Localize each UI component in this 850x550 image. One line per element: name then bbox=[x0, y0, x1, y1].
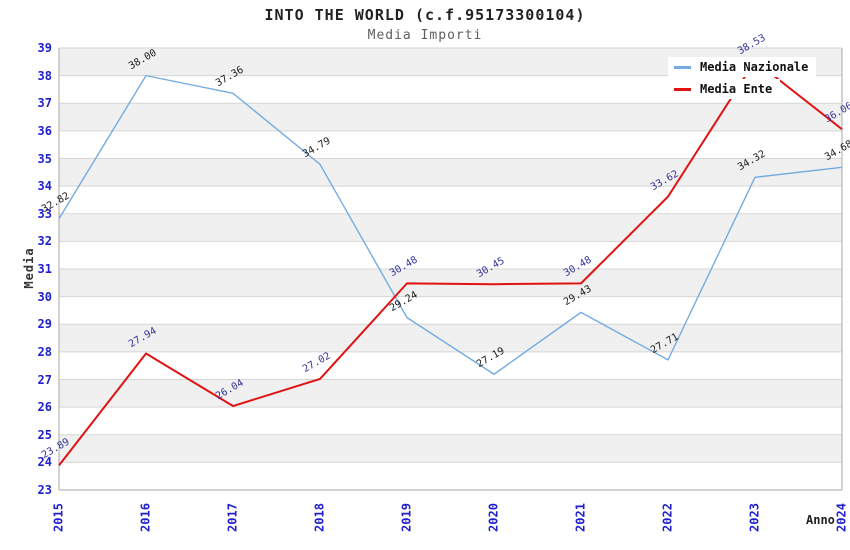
y-tick-label: 33 bbox=[37, 206, 52, 221]
plot-band bbox=[59, 379, 842, 408]
y-tick-label: 36 bbox=[37, 123, 52, 138]
legend-label: Media Ente bbox=[700, 82, 773, 96]
y-tick-label: 29 bbox=[37, 317, 52, 332]
y-tick-label: 23 bbox=[37, 483, 52, 497]
x-tick-label: 2016 bbox=[138, 503, 153, 532]
y-tick-label: 39 bbox=[37, 41, 52, 55]
legend: Media Nazionale Media Ente bbox=[668, 57, 817, 99]
y-tick-label: 24 bbox=[37, 455, 52, 470]
y-tick-label: 34 bbox=[37, 179, 52, 194]
x-tick-label: 2023 bbox=[747, 503, 762, 532]
series-line-1 bbox=[58, 59, 843, 467]
plot-band bbox=[59, 213, 842, 242]
legend-item-media-nazionale: Media Nazionale bbox=[668, 57, 817, 77]
y-tick-label: 31 bbox=[37, 262, 52, 276]
chart-title: INTO THE WORLD (c.f.95173300104) bbox=[264, 6, 586, 24]
x-tick-label: 2024 bbox=[834, 503, 849, 532]
plot-band bbox=[59, 324, 842, 352]
legend-item-media-ente: Media Ente bbox=[668, 79, 781, 99]
plot-band bbox=[59, 103, 842, 131]
chart-subtitle: Media Importi bbox=[367, 28, 483, 43]
legend-label: Media Nazionale bbox=[700, 60, 809, 74]
y-tick-label: 30 bbox=[37, 289, 52, 304]
y-axis-title: Media bbox=[22, 247, 36, 289]
series-line-0 bbox=[58, 74, 843, 375]
legend-line-swatch-icon bbox=[674, 65, 691, 69]
x-tick-label: 2020 bbox=[486, 503, 501, 532]
plot-band bbox=[59, 158, 842, 187]
x-tick-label: 2019 bbox=[399, 503, 414, 532]
y-tick-label: 25 bbox=[37, 427, 52, 442]
x-tick-label: 2021 bbox=[573, 503, 588, 532]
x-tick-label: 2015 bbox=[51, 503, 66, 532]
y-tick-label: 26 bbox=[37, 400, 52, 415]
x-tick-label: 2022 bbox=[660, 503, 675, 532]
x-axis-title: Anno bbox=[806, 513, 835, 527]
plot-band bbox=[59, 434, 842, 463]
y-tick-label: 28 bbox=[37, 344, 52, 359]
y-tick-label: 27 bbox=[37, 372, 52, 387]
legend-line-swatch-icon bbox=[674, 87, 691, 91]
x-tick-label: 2017 bbox=[225, 503, 240, 532]
y-tick-label: 32 bbox=[37, 234, 52, 249]
x-tick-label: 2018 bbox=[312, 503, 327, 532]
y-tick-label: 35 bbox=[37, 151, 52, 166]
y-tick-label: 37 bbox=[37, 96, 52, 111]
y-tick-label: 38 bbox=[37, 68, 52, 83]
